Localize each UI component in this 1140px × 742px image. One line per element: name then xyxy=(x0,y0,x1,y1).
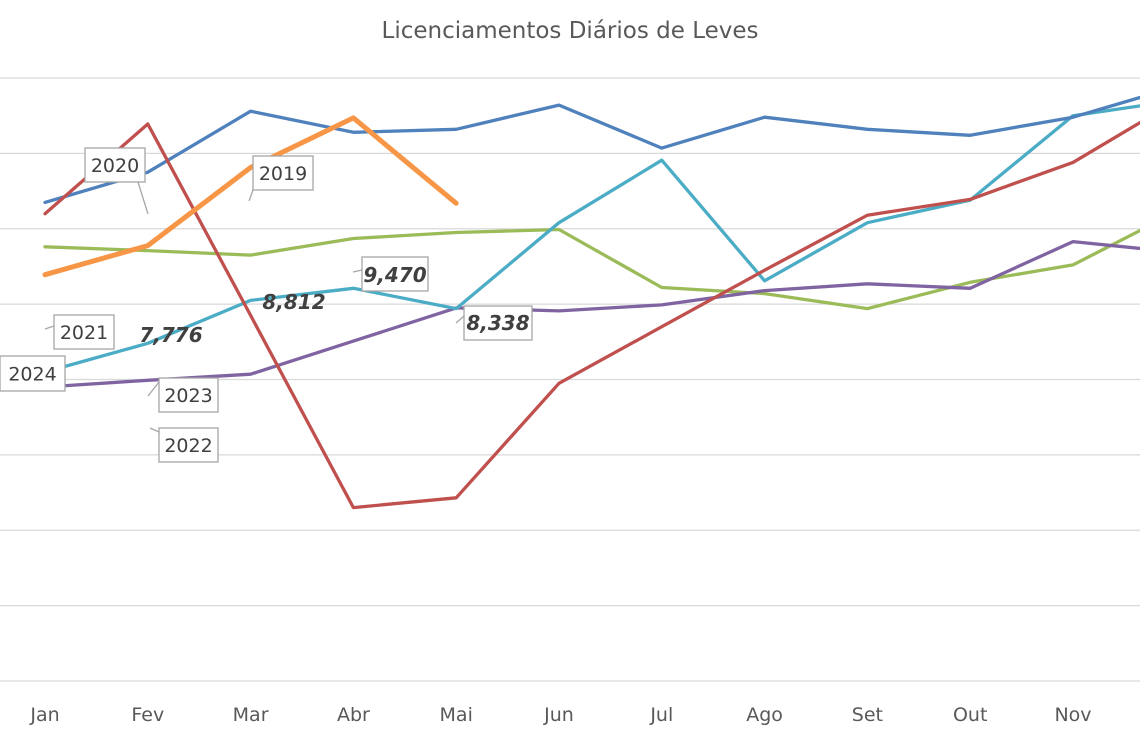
callout-box xyxy=(53,314,115,350)
data-label-leader xyxy=(352,269,363,273)
callout-label: 2024 xyxy=(8,364,56,386)
series-line-2024 xyxy=(42,115,459,278)
series-callout-2020: 2020 xyxy=(84,147,149,215)
series-callout-2023: 2023 xyxy=(147,377,219,413)
data-label-box xyxy=(463,305,533,341)
callout-label: 2022 xyxy=(164,435,212,457)
data-label-leader xyxy=(455,315,465,324)
callout-box xyxy=(0,355,66,392)
data-label-text: 8,338 xyxy=(466,311,529,335)
series-callout-2019: 2019 xyxy=(248,155,314,202)
data-label: 8,338 xyxy=(455,305,533,341)
callout-box xyxy=(252,155,314,191)
data-label: 9,470 xyxy=(352,256,429,292)
x-tick-label: Mai xyxy=(440,704,473,726)
series-line-2020 xyxy=(43,120,1140,510)
x-tick-label: Out xyxy=(953,704,987,726)
x-tick-label: Jan xyxy=(29,704,59,726)
series-line-2023 xyxy=(43,104,1140,374)
x-axis: JanFevMarAbrMaiJunJulAgoSetOutNovDez xyxy=(29,704,1091,726)
data-label-text: 8,812 xyxy=(262,290,325,314)
series-line-2019 xyxy=(43,95,1140,205)
callout-leader xyxy=(137,181,149,215)
callout-label: 2020 xyxy=(91,155,139,177)
data-labels: 7,776 8,812 9,470 8,338 xyxy=(139,256,533,347)
x-tick-label: Mar xyxy=(233,704,269,726)
callout-box xyxy=(158,377,219,413)
x-tick-label: Ago xyxy=(746,704,783,726)
callout-label: 2023 xyxy=(164,385,212,407)
chart-title: Licenciamentos Diários de Leves xyxy=(381,18,759,44)
callout-box xyxy=(158,427,219,463)
series-line-2021 xyxy=(43,227,1140,311)
callout-box xyxy=(84,147,146,183)
x-tick-label: Set xyxy=(852,704,883,726)
x-tick-label: Abr xyxy=(337,704,370,726)
data-label-box xyxy=(361,256,429,292)
x-tick-label: Jun xyxy=(543,704,574,726)
series-callout-2021: 2021 xyxy=(44,314,115,350)
x-tick-label: Jul xyxy=(649,704,673,726)
series-group xyxy=(42,95,1140,510)
callout-leader xyxy=(44,325,55,330)
callout-leader xyxy=(149,427,160,433)
callout-label: 2021 xyxy=(60,322,108,344)
callout-label: 2019 xyxy=(259,163,307,185)
callout-leader xyxy=(147,381,160,397)
x-tick-label: Fev xyxy=(131,704,164,726)
series-callout-2022: 2022 xyxy=(149,427,219,463)
data-label: 8,812 xyxy=(262,290,325,314)
data-label: 7,776 xyxy=(139,323,202,347)
x-tick-label: Nov xyxy=(1054,704,1091,726)
series-callouts: 2019 2020 2021 2022 2023 2024 xyxy=(0,147,314,463)
callout-leader xyxy=(248,189,254,202)
series-line-2022 xyxy=(43,239,1140,389)
data-label-text: 7,776 xyxy=(139,323,202,347)
data-label-text: 9,470 xyxy=(363,263,426,287)
series-callout-2024: 2024 xyxy=(0,355,66,392)
